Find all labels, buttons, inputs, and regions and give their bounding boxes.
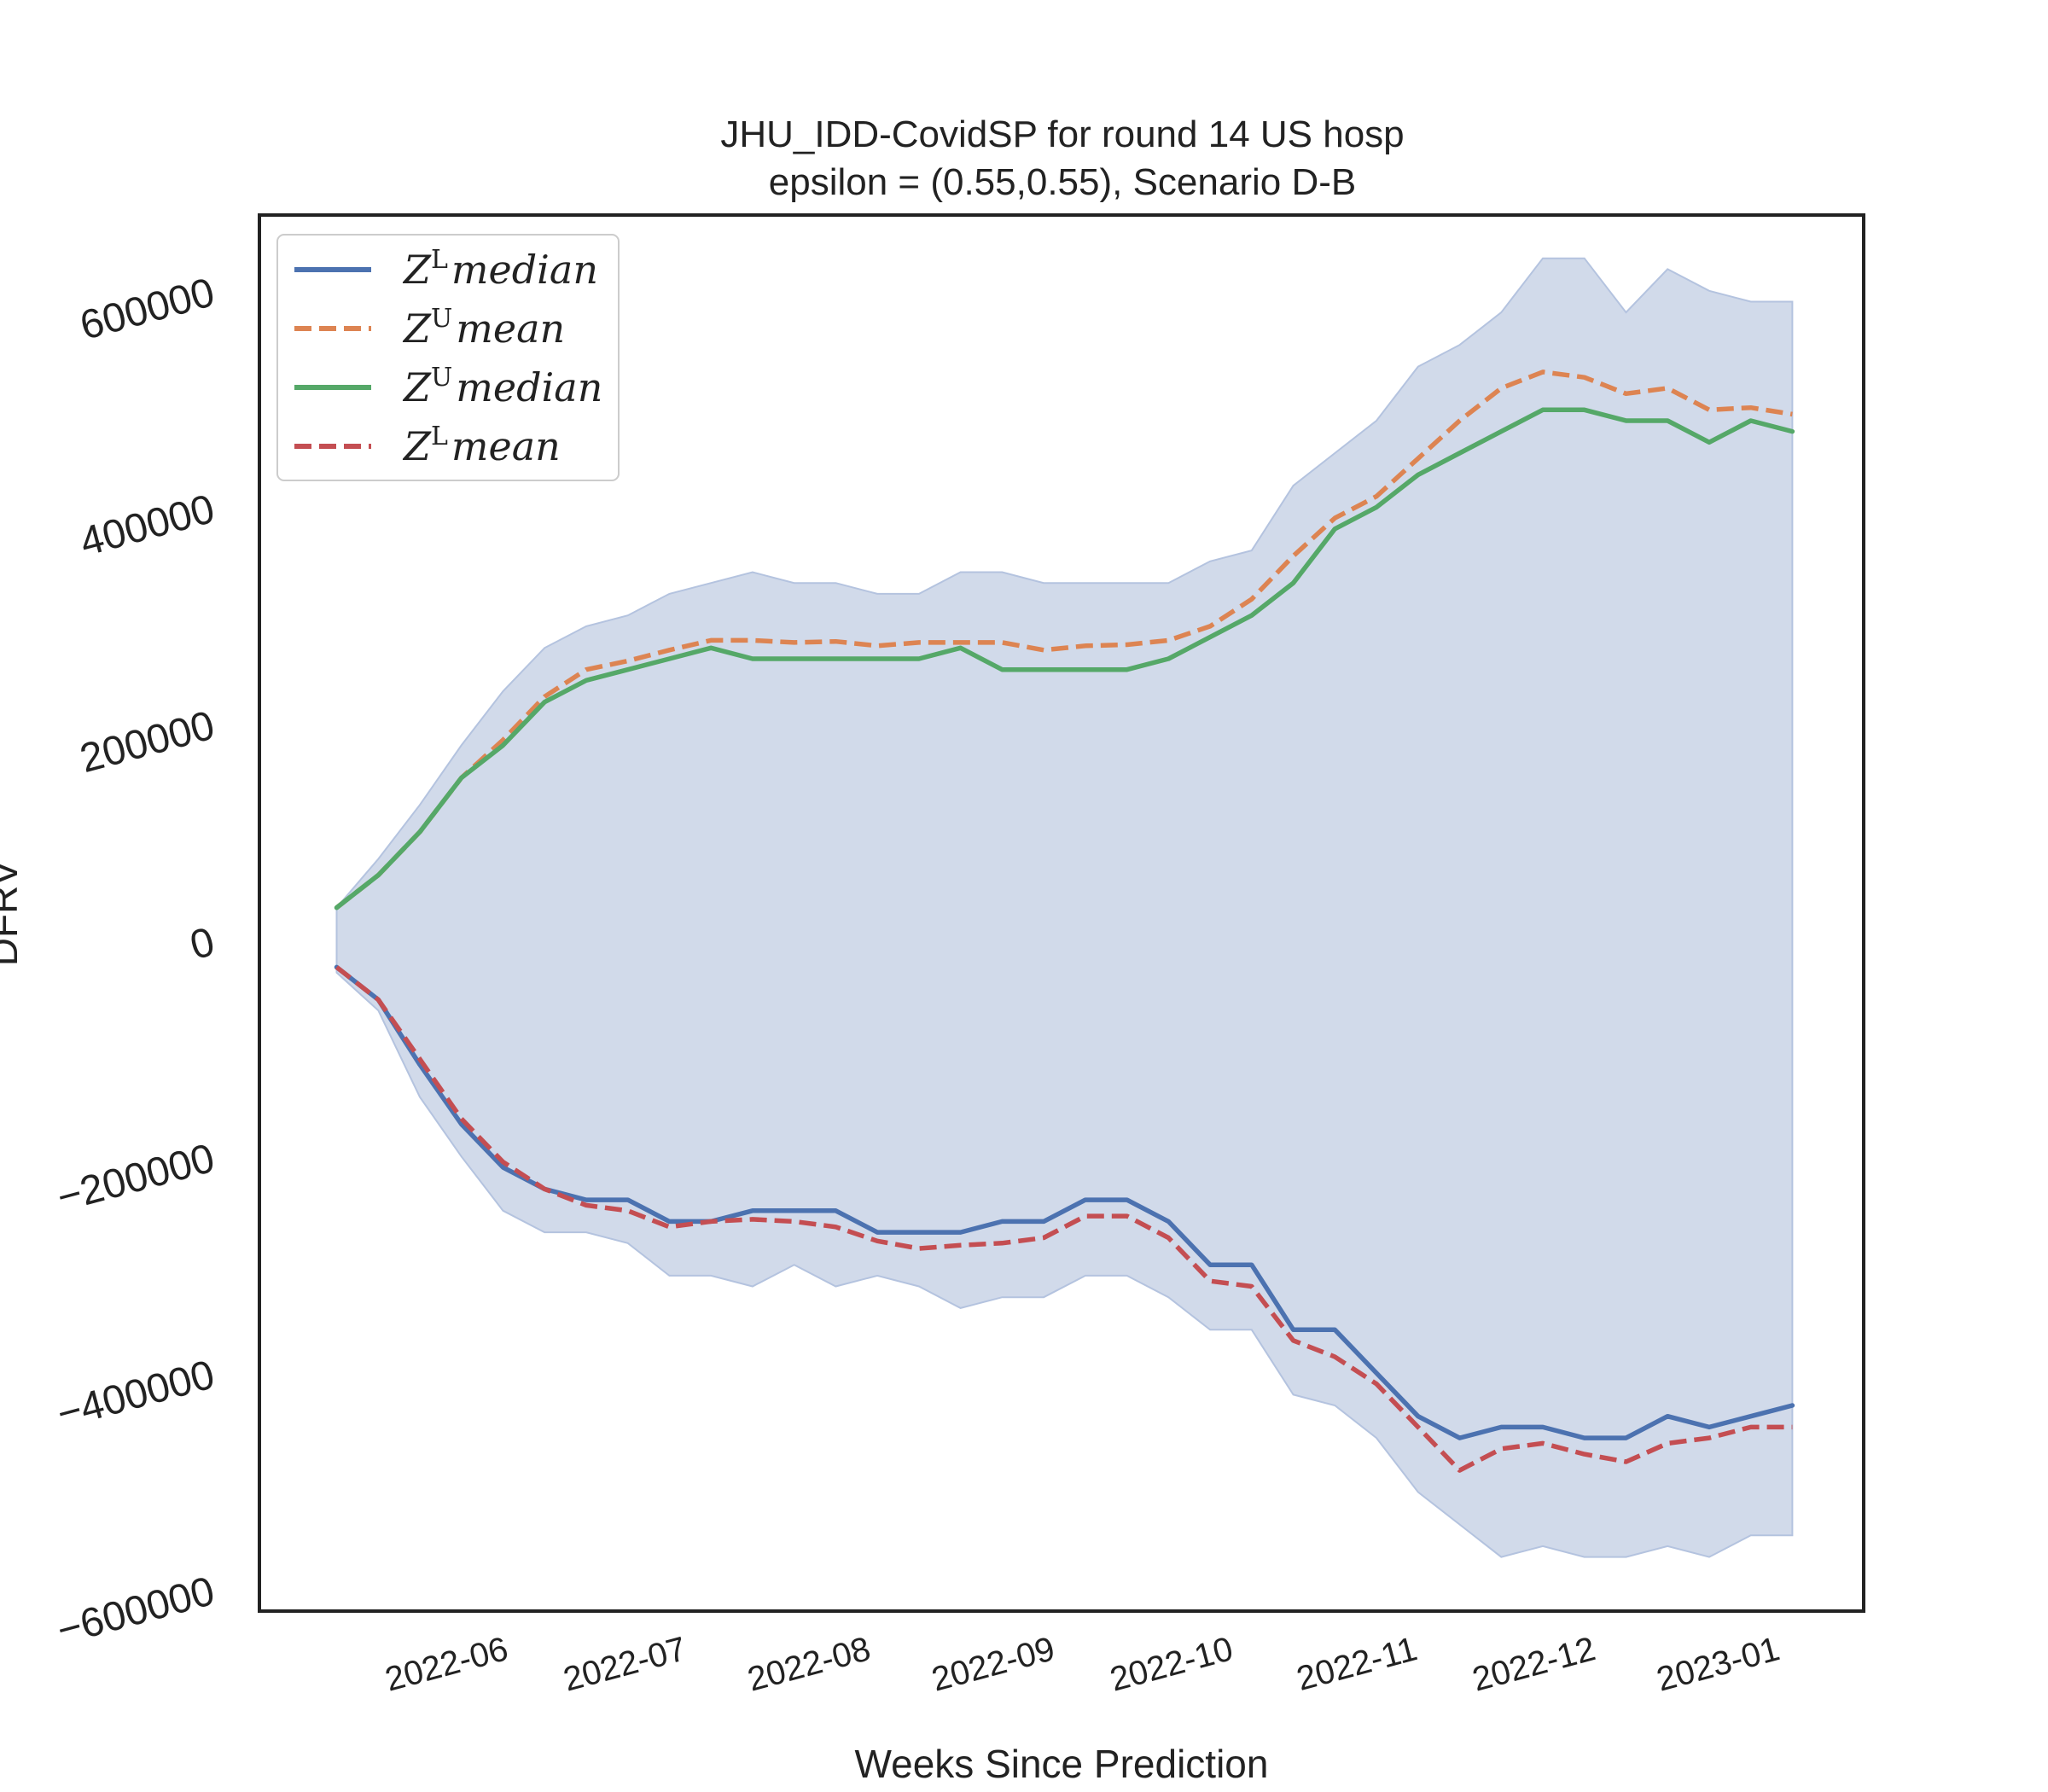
chart-subtitle: epsilon = (0.55,0.55), Scenario D-B <box>769 161 1357 203</box>
y-axis-label: DFRV <box>0 859 26 966</box>
series-line-2 <box>334 407 1795 911</box>
legend-label: ZUmean <box>402 304 565 352</box>
legend-label: ZUmedian <box>402 363 602 410</box>
axes-frame <box>258 213 1865 1613</box>
plot-area <box>334 257 1795 1558</box>
legend: ZLmedian ZUmean ZUmedian ZLmean <box>276 234 620 481</box>
legend-label: ZLmean <box>402 422 561 469</box>
legend-box <box>276 234 620 481</box>
series-line-0 <box>334 964 1795 1440</box>
series-line-1 <box>335 369 1793 910</box>
legend-label: ZLmedian <box>402 245 598 293</box>
x-axis-label: Weeks Since Prediction <box>855 1742 1269 1786</box>
chart-title: JHU_IDD-CovidSP for round 14 US hosp <box>720 113 1404 155</box>
range-band <box>335 257 1794 1558</box>
